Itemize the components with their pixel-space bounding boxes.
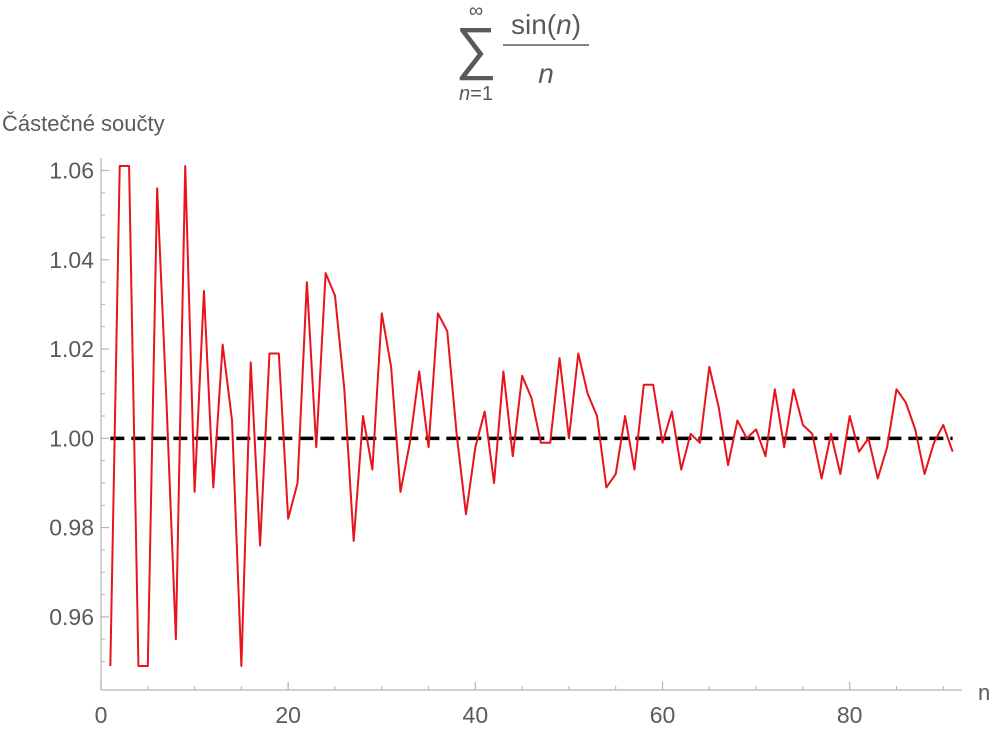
title-upper-limit: ∞ bbox=[469, 0, 483, 22]
title-sigma: ∑ bbox=[455, 16, 496, 81]
y-tick-label: 1.00 bbox=[49, 425, 94, 451]
y-tick-label: 0.96 bbox=[49, 604, 94, 630]
y-tick-label: 1.06 bbox=[49, 157, 94, 183]
x-tick-label: 20 bbox=[275, 702, 301, 728]
y-axis-label: Částečné součty bbox=[2, 111, 165, 136]
x-tick-label: 80 bbox=[837, 702, 863, 728]
title-denominator: n bbox=[538, 58, 554, 89]
series-line-partial-sums bbox=[109, 165, 954, 667]
title-lower-limit: n=1 bbox=[459, 83, 493, 105]
chart-title: ∑ ∞ n=1 sin(n) n bbox=[455, 0, 589, 105]
x-axis-label: n bbox=[978, 680, 990, 705]
axes: 0 20 40 60 80 0.96 0.98 1.00 1.02 1.04 1.06 bbox=[49, 157, 962, 728]
series-group bbox=[109, 165, 954, 667]
y-tick-label: 1.02 bbox=[49, 336, 94, 362]
x-tick-label: 0 bbox=[95, 702, 108, 728]
y-tick-label: 0.98 bbox=[49, 515, 94, 541]
y-tick-label: 1.04 bbox=[49, 247, 94, 273]
x-tick-label: 40 bbox=[463, 702, 489, 728]
x-tick-label: 60 bbox=[650, 702, 676, 728]
title-numerator: sin(n) bbox=[511, 9, 581, 40]
